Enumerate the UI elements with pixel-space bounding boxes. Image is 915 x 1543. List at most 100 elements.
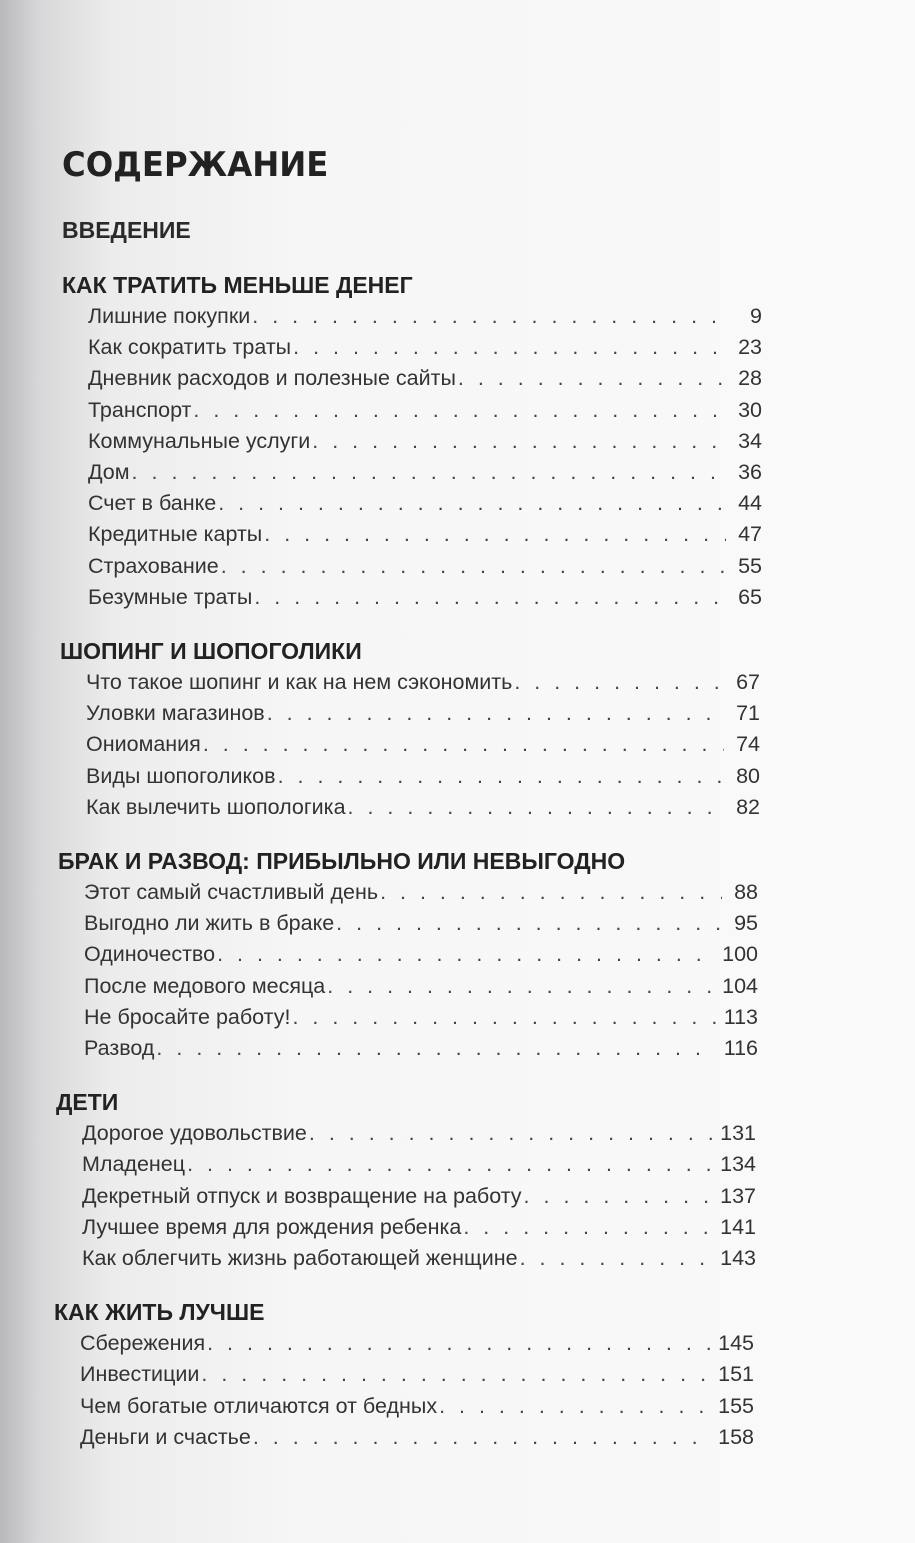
entry-page-number: 74	[736, 732, 760, 757]
toc-entry: Этот самый счастливый день 88	[58, 877, 758, 908]
entry-page-number: 134	[720, 1152, 756, 1177]
entry-title: Уловки магазинов	[86, 701, 265, 726]
table-of-contents: СОДЕРЖАНИЕ ВВЕДЕНИЕ КАК ТРАТИТЬ МЕНЬШЕ Д…	[54, 140, 762, 1453]
toc-entry: Лучшее время для рождения ребенка 141	[56, 1212, 756, 1243]
entry-page-number: 67	[736, 670, 760, 695]
toc-entry: Младенец 134	[56, 1149, 756, 1180]
entry-title: Дом	[88, 460, 130, 485]
entry-title: Младенец	[82, 1152, 186, 1177]
entry-title: Лучшее время для рождения ребенка	[82, 1214, 462, 1239]
toc-section: КАК ЖИТЬ ЛУЧШЕ Сбережения 145 Инвестиции 151…	[54, 1296, 762, 1453]
entry-page-number: 113	[723, 1004, 758, 1029]
dot-leader	[520, 1243, 713, 1274]
entry-title: Коммунальные услуги	[88, 428, 311, 453]
dot-leader	[203, 729, 724, 760]
page-title: СОДЕРЖАНИЕ	[62, 145, 329, 185]
toc-entry: Коммунальные услуги 34	[62, 426, 762, 457]
entry-title: Что такое шопинг и как на нем сэкономить	[86, 670, 513, 695]
toc-entry: Дневник расходов и полезные сайты 28	[62, 363, 762, 394]
dot-leader	[253, 1422, 710, 1453]
entry-title: Не бросайте работу!	[84, 1004, 291, 1029]
entry-title: Выгодно ли жить в браке	[84, 911, 335, 936]
toc-entry: Развод 116	[58, 1033, 758, 1064]
dot-leader	[458, 363, 726, 394]
entry-title: Счет в банке	[88, 491, 217, 516]
dot-leader	[463, 1212, 712, 1243]
dot-leader	[156, 1033, 715, 1064]
toc-entry: Как вылечить шопологика 82	[60, 792, 760, 823]
entry-title: Как облегчить жизнь работающей женщине	[82, 1246, 518, 1271]
entry-title: Как сократить траты	[88, 335, 292, 360]
toc-entry: Уловки магазинов 71	[60, 698, 760, 729]
toc-entry: Виды шопоголиков 80	[60, 761, 760, 792]
entry-page-number: 55	[738, 553, 762, 578]
dot-leader	[293, 332, 726, 363]
entry-title: Дневник расходов и полезные сайты	[88, 366, 456, 391]
section-heading: КАК ТРАТИТЬ МЕНЬШЕ ДЕНЕГ	[62, 272, 413, 298]
toc-section: КАК ТРАТИТЬ МЕНЬШЕ ДЕНЕГ Лишние покупки 9 К…	[62, 269, 762, 613]
dot-leader	[312, 426, 726, 457]
toc-entry: Ониомания 74	[60, 729, 760, 760]
entry-title: Транспорт	[88, 397, 192, 422]
toc-section: ДЕТИ Дорогое удовольствие 131 Младенец 134 Де…	[56, 1086, 762, 1274]
entry-page-number: 88	[734, 880, 758, 905]
entry-title: Виды шопоголиков	[86, 763, 276, 788]
entry-page-number: 9	[750, 304, 762, 328]
toc-section: ШОПИНГ И ШОПОГОЛИКИ Что такое шопинг и ка…	[60, 635, 762, 823]
dot-leader	[292, 1002, 715, 1033]
entry-page-number: 36	[738, 460, 762, 485]
dot-leader	[218, 488, 726, 519]
toc-entry: Лишние покупки 9	[62, 301, 762, 332]
section-heading: ДЕТИ	[56, 1089, 119, 1116]
dot-leader	[336, 908, 722, 939]
entry-title: Сбережения	[80, 1331, 206, 1356]
toc-entry: Не бросайте работу! 113	[58, 1002, 758, 1033]
toc-entry: Выгодно ли жить в браке 95	[58, 908, 758, 939]
entry-title: Инвестиции	[80, 1362, 200, 1387]
entry-title: После медового месяца	[84, 973, 326, 998]
entry-title: Развод	[84, 1036, 155, 1061]
section-heading: БРАК И РАЗВОД: ПРИБЫЛЬНО ИЛИ НЕВЫГОДНО	[58, 848, 626, 875]
section-heading: ШОПИНГ И ШОПОГОЛИКИ	[60, 638, 362, 665]
entry-title: Безумные траты	[88, 584, 253, 609]
entry-page-number: 23	[738, 335, 762, 360]
dot-leader	[132, 457, 726, 488]
entry-title: Деньги и счастье	[80, 1424, 251, 1449]
dot-leader	[327, 971, 714, 1002]
dot-leader	[201, 1359, 710, 1390]
toc-entry: Одиночество 100	[58, 939, 758, 970]
toc-entry: Сбережения 145	[54, 1328, 754, 1359]
toc-entry: Деньги и счастье 158	[54, 1422, 754, 1453]
dot-leader	[380, 877, 722, 908]
entry-title: Лишние покупки	[88, 304, 251, 328]
entry-page-number: 82	[736, 794, 760, 819]
entry-page-number: 34	[738, 428, 762, 453]
dot-leader	[309, 1118, 712, 1149]
entry-title: Дорогое удовольствие	[82, 1121, 307, 1146]
toc-sections: КАК ТРАТИТЬ МЕНЬШЕ ДЕНЕГ Лишние покупки 9 К…	[54, 269, 762, 1453]
entry-page-number: 65	[738, 584, 762, 609]
entry-title: Чем богатые отличаются от бедных	[80, 1393, 438, 1418]
entry-title: Ониомания	[86, 732, 201, 757]
entry-title: Как вылечить шопологика	[86, 794, 346, 819]
dot-leader	[267, 698, 724, 729]
entry-title: Этот самый счастливый день	[84, 880, 379, 905]
entry-page-number: 141	[720, 1214, 756, 1239]
entry-page-number: 155	[718, 1393, 754, 1418]
entry-page-number: 44	[738, 491, 762, 516]
toc-entry: Инвестиции 151	[54, 1359, 754, 1390]
toc-entry: Как облегчить жизнь работающей женщине 14…	[56, 1243, 756, 1274]
toc-entry: Дорогое удовольствие 131	[56, 1118, 756, 1149]
entry-title: Страхование	[88, 553, 219, 578]
entry-page-number: 80	[736, 763, 760, 788]
toc-entry: Счет в банке 44	[62, 488, 762, 519]
entry-page-number: 151	[718, 1362, 754, 1387]
section-heading: КАК ЖИТЬ ЛУЧШЕ	[54, 1299, 265, 1326]
toc-entry: Транспорт 30	[62, 395, 762, 426]
dot-leader	[264, 519, 726, 550]
dot-leader	[217, 939, 714, 970]
entry-page-number: 30	[738, 397, 762, 422]
toc-section: БРАК И РАЗВОД: ПРИБЫЛЬНО ИЛИ НЕВЫГОДНО Эт…	[58, 845, 762, 1064]
entry-page-number: 131	[720, 1121, 756, 1146]
dot-leader	[187, 1149, 712, 1180]
